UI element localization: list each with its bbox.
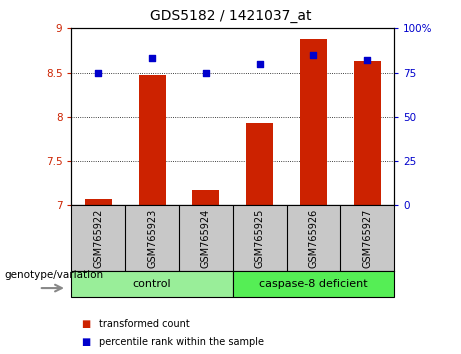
Text: GDS5182 / 1421037_at: GDS5182 / 1421037_at (150, 9, 311, 23)
Text: GSM765927: GSM765927 (362, 209, 372, 268)
Text: genotype/variation: genotype/variation (5, 270, 104, 280)
Bar (354, 61, 381, 205)
Bar (246, 123, 273, 205)
Text: GSM765926: GSM765926 (308, 209, 319, 268)
Text: control: control (133, 279, 171, 289)
Text: ■: ■ (81, 319, 90, 329)
Bar (85, 199, 112, 205)
Bar (300, 39, 327, 205)
Bar (71, 271, 233, 297)
Text: GSM765925: GSM765925 (254, 209, 265, 268)
Point (364, 57, 371, 63)
Text: GSM765922: GSM765922 (93, 209, 103, 268)
Text: transformed count: transformed count (99, 319, 190, 329)
Point (202, 70, 210, 75)
Bar (139, 75, 165, 205)
Text: GSM765924: GSM765924 (201, 209, 211, 268)
Point (256, 61, 263, 67)
Text: ■: ■ (81, 337, 90, 347)
Point (310, 52, 317, 58)
Text: percentile rank within the sample: percentile rank within the sample (99, 337, 264, 347)
Bar (233, 271, 394, 297)
Bar (193, 190, 219, 205)
Point (148, 56, 156, 61)
Point (95, 70, 102, 75)
Text: caspase-8 deficient: caspase-8 deficient (259, 279, 368, 289)
Text: GSM765923: GSM765923 (147, 209, 157, 268)
